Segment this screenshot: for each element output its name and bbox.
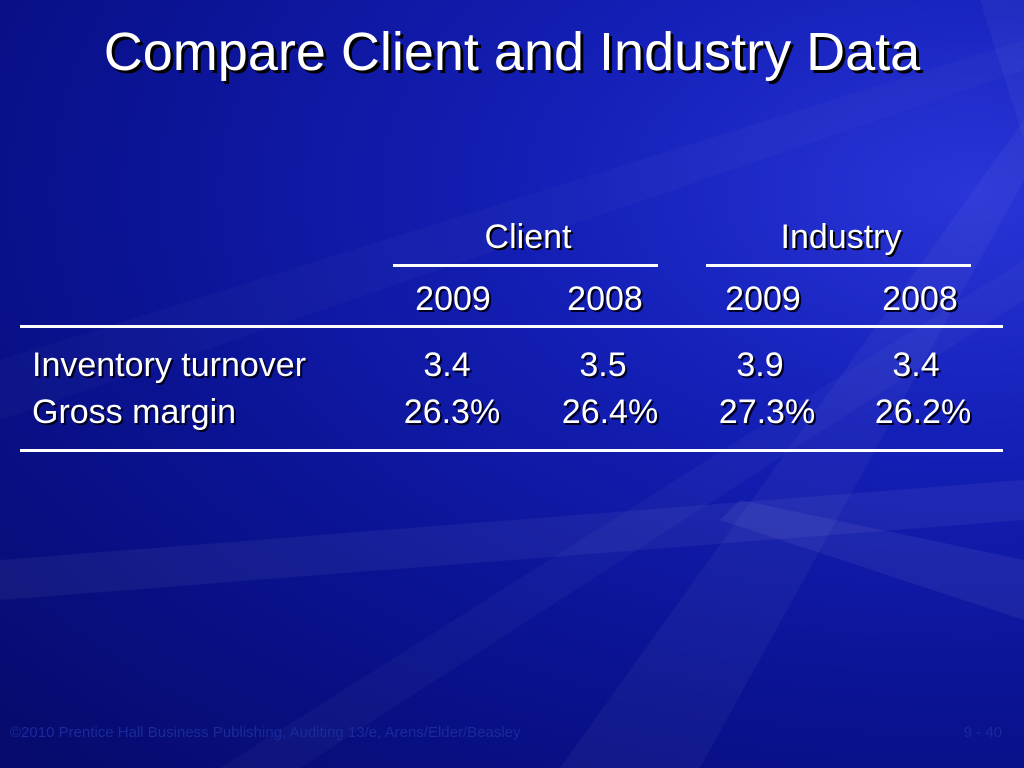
year-header-industry-2008: 2008 — [882, 280, 958, 318]
cell-inventory-industry-2008: 3.4 — [892, 346, 940, 384]
cell-inventory-industry-2009: 3.9 — [736, 346, 784, 384]
cell-gross-margin-industry-2008: 26.2% — [874, 393, 972, 431]
client-group-underline — [393, 264, 658, 267]
group-header-industry: Industry — [780, 218, 902, 256]
row-label-gross-margin: Gross margin — [32, 393, 237, 431]
cell-gross-margin-client-2009: 26.3% — [403, 393, 501, 431]
cell-gross-margin-client-2008: 26.4% — [561, 393, 659, 431]
year-header-industry-2009: 2009 — [725, 280, 801, 318]
cell-inventory-client-2008: 3.5 — [579, 346, 627, 384]
industry-group-underline — [706, 264, 971, 267]
cell-inventory-client-2009: 3.4 — [423, 346, 471, 384]
table-top-rule — [20, 325, 1003, 328]
cell-gross-margin-industry-2009: 27.3% — [718, 393, 816, 431]
footer-copyright: ©2010 Prentice Hall Business Publishing,… — [10, 724, 521, 741]
row-label-inventory-turnover: Inventory turnover — [32, 346, 307, 384]
group-header-client: Client — [484, 218, 572, 256]
year-header-client-2008: 2008 — [567, 280, 643, 318]
table-bottom-rule — [20, 449, 1003, 452]
footer-page-number: 9 - 40 — [963, 724, 1002, 741]
year-header-client-2009: 2009 — [415, 280, 491, 318]
slide-title: Compare Client and Industry Data — [103, 22, 921, 82]
